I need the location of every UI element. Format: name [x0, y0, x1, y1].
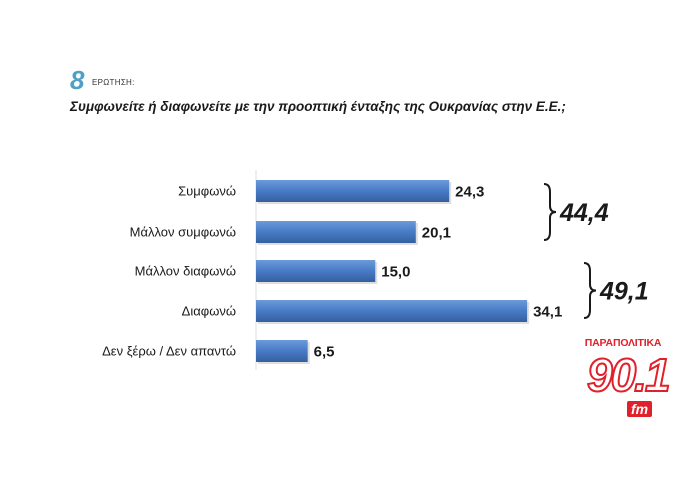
- value-label: 15,0: [381, 264, 410, 281]
- value-label: 6,5: [314, 344, 335, 361]
- bar: [256, 180, 450, 202]
- question-text: Συμφωνείτε ή διαφωνείτε με την προοπτική…: [70, 99, 566, 114]
- bar: [256, 340, 308, 362]
- group-total-label: 49,1: [599, 278, 649, 306]
- bar: [256, 260, 376, 282]
- logo-top-text: ΠΑΡΑΠΟΛΙΤΙΚΑ: [584, 337, 662, 349]
- question-number: 8: [70, 65, 85, 95]
- group-total-label: 44,4: [559, 199, 609, 227]
- value-label: 20,1: [422, 225, 451, 242]
- category-label: Συμφωνώ: [178, 184, 236, 199]
- category-label: Δεν ξέρω / Δεν απαντώ: [102, 344, 236, 359]
- category-label: Διαφωνώ: [182, 304, 236, 319]
- logo-fm: fm: [627, 401, 653, 417]
- value-label: 34,1: [533, 304, 562, 321]
- bar: [256, 300, 528, 322]
- question-label: ΕΡΩΤΗΣΗ:: [92, 78, 135, 87]
- radio-logo: ΠΑΡΑΠΟΛΙΤΙΚΑ 90.1 fm: [583, 337, 672, 427]
- bar: [256, 221, 416, 243]
- category-label: Μάλλον διαφωνώ: [135, 264, 236, 279]
- logo-frequency: 90.1: [586, 349, 672, 401]
- group-bracket: [583, 262, 597, 319]
- category-label: Μάλλον συμφωνώ: [130, 225, 236, 240]
- value-label: 24,3: [455, 184, 484, 201]
- group-bracket: [543, 183, 557, 241]
